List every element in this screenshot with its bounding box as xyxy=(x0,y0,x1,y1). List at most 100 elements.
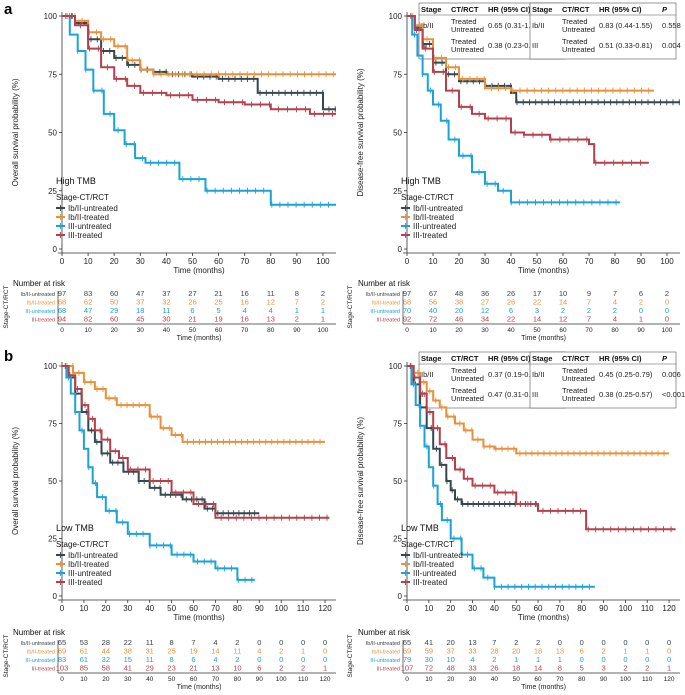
risk-x-tick-label: 40 xyxy=(507,327,515,334)
risk-value: 3 xyxy=(535,306,539,315)
risk-row-label-ib-treated: Ib/II-treated xyxy=(372,301,400,307)
risk-value: 4 xyxy=(213,638,217,647)
risk-value: 0 xyxy=(601,655,605,664)
x-axis-title: Time (months) xyxy=(173,266,225,275)
risk-ylabel: Stage-CT/RCT xyxy=(347,634,354,677)
risk-value: 8 xyxy=(295,289,299,298)
x-tick-label: 100 xyxy=(275,604,289,613)
x-tick-label: 120 xyxy=(318,604,332,613)
hr-row-hr: 0.51 (0.33-0.81) xyxy=(599,41,653,50)
risk-value: 2 xyxy=(514,638,518,647)
risk-row-label-iii-treated: III-treated xyxy=(31,318,55,324)
risk-value: 62 xyxy=(84,298,92,307)
x-tick-label: 100 xyxy=(660,257,674,266)
y-tick-label: 50 xyxy=(393,477,402,486)
risk-x-tick-label: 120 xyxy=(320,676,331,683)
y-axis-title: Disease-free survival probability (%) xyxy=(356,417,365,545)
risk-x-tick-label: 0 xyxy=(60,327,64,334)
risk-ylabel: Stage-CT/RCT xyxy=(3,634,10,677)
risk-value: 6 xyxy=(190,306,194,315)
risk-value: 0 xyxy=(623,655,627,664)
risk-value: 68 xyxy=(58,298,66,307)
y-axis-title: Overall survival probability (%) xyxy=(11,427,20,535)
risk-value: 45 xyxy=(136,315,144,324)
risk-x-tick-label: 120 xyxy=(664,676,675,683)
risk-value: 13 xyxy=(468,638,476,647)
risk-value: 0 xyxy=(279,638,283,647)
risk-value: 25 xyxy=(167,647,175,656)
hr-row-stage: Ib/II xyxy=(532,370,545,379)
x-tick-label: 40 xyxy=(162,257,171,266)
risk-value: 10 xyxy=(447,655,455,664)
x-tick-label: 30 xyxy=(136,257,145,266)
risk-value: 92 xyxy=(403,315,411,324)
risk-value: 6 xyxy=(257,664,261,673)
tmb-label: High TMB xyxy=(401,176,441,186)
risk-value: 68 xyxy=(58,306,66,315)
hr-table-header: Stage xyxy=(532,354,552,363)
hr-row-treated: Treated xyxy=(451,37,477,46)
x-tick-label: 10 xyxy=(424,604,433,613)
x-tick-label: 70 xyxy=(240,257,249,266)
risk-value: 37 xyxy=(136,298,144,307)
risk-value: 82 xyxy=(84,315,92,324)
risk-value: 1 xyxy=(301,647,305,656)
hr-table-header: Stage xyxy=(421,354,441,363)
risk-value: 68 xyxy=(403,298,411,307)
risk-value: 83 xyxy=(58,655,66,664)
risk-value: 0 xyxy=(301,638,305,647)
y-tick-label: 100 xyxy=(389,362,403,371)
tmb-label: Low TMB xyxy=(56,523,94,533)
x-tick-label: 60 xyxy=(534,604,543,613)
risk-value: 61 xyxy=(80,647,88,656)
risk-value: 85 xyxy=(80,664,88,673)
legend-title: Stage-CT/RCT xyxy=(401,193,454,202)
risk-row-label-iii-treated: III-treated xyxy=(376,667,400,673)
hr-table-header: P xyxy=(662,5,668,14)
risk-value: 4 xyxy=(613,315,617,324)
risk-x-tick-label: 20 xyxy=(102,676,110,683)
legend-label-ib-untreated: Ib/II-untreated xyxy=(413,551,463,560)
hr-row-p: 0.006 xyxy=(662,370,681,379)
risk-x-tick-label: 40 xyxy=(146,676,154,683)
risk-row-label-ib-treated: Ib/II-treated xyxy=(372,650,400,656)
risk-x-tick-label: 0 xyxy=(405,327,409,334)
risk-value: 2 xyxy=(492,655,496,664)
risk-x-tick-label: 110 xyxy=(642,676,653,683)
risk-value: 18 xyxy=(534,647,542,656)
risk-value: 97 xyxy=(403,289,411,298)
risk-value: 61 xyxy=(80,655,88,664)
x-tick-label: 90 xyxy=(292,257,301,266)
y-tick-label: 25 xyxy=(393,187,402,196)
risk-value: 0 xyxy=(667,647,671,656)
risk-value: 0 xyxy=(667,638,671,647)
risk-value: 0 xyxy=(580,655,584,664)
risk-value: 2 xyxy=(613,306,617,315)
risk-value: 33 xyxy=(468,664,476,673)
y-axis-title: Disease-free survival probability (%) xyxy=(356,68,365,196)
risk-x-axis-title: Time (months) xyxy=(521,684,566,691)
risk-value: 41 xyxy=(425,638,433,647)
y-tick-label: 75 xyxy=(48,420,57,429)
risk-value: 0 xyxy=(623,638,627,647)
risk-value: 0 xyxy=(665,298,669,307)
risk-x-tick-label: 90 xyxy=(256,676,264,683)
x-tick-label: 50 xyxy=(188,257,197,266)
y-tick-label: 25 xyxy=(48,187,57,196)
risk-value: 2 xyxy=(279,664,283,673)
risk-x-tick-label: 20 xyxy=(447,676,455,683)
panel-label-b: b xyxy=(4,348,13,365)
risk-x-tick-label: 0 xyxy=(60,676,64,683)
risk-value: 4 xyxy=(213,655,217,664)
risk-row-label-iii-treated: III-treated xyxy=(376,318,400,324)
risk-value: 19 xyxy=(214,315,222,324)
legend-label-ib-untreated: Ib/II-untreated xyxy=(68,204,118,213)
risk-value: 7 xyxy=(613,289,617,298)
risk-value: 29 xyxy=(110,306,118,315)
risk-value: 1 xyxy=(667,664,671,673)
x-tick-label: 100 xyxy=(316,257,330,266)
risk-value: 58 xyxy=(102,664,110,673)
risk-value: 53 xyxy=(80,638,88,647)
hr-row-p: 0.004 xyxy=(662,41,681,50)
